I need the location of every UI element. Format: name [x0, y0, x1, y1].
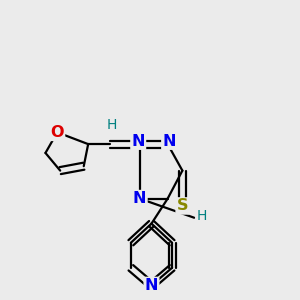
Text: N: N: [131, 134, 145, 149]
Text: N: N: [133, 191, 146, 206]
Text: H: H: [196, 209, 207, 223]
Text: S: S: [177, 198, 188, 213]
Text: H: H: [106, 118, 117, 132]
Text: O: O: [50, 125, 64, 140]
Text: N: N: [162, 134, 176, 149]
Text: N: N: [145, 278, 158, 293]
